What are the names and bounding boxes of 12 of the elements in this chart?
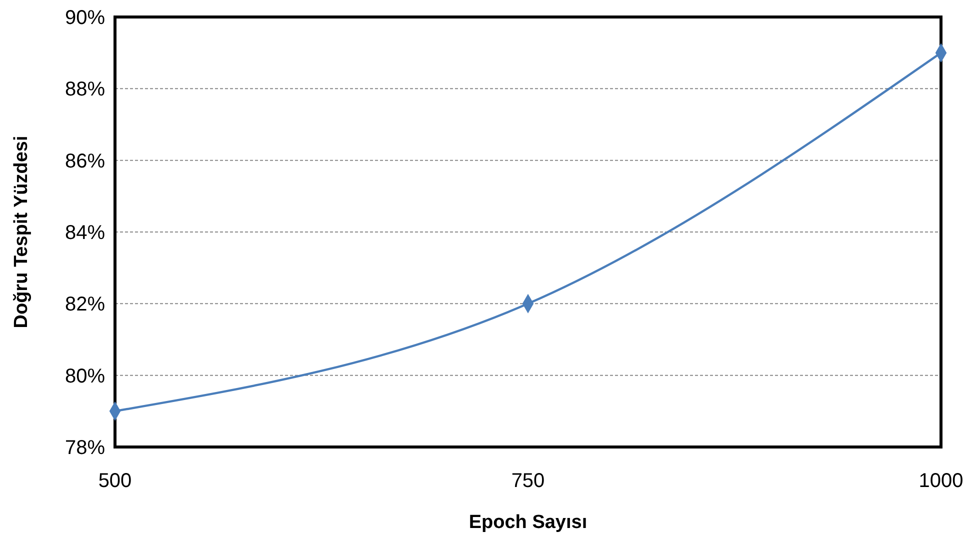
y-axis-title: Doğru Tespit Yüzdesi xyxy=(11,136,32,328)
y-tick-label: 90% xyxy=(64,7,106,29)
y-tick-label: 86% xyxy=(64,150,106,172)
x-tick-label: 500 xyxy=(98,470,132,492)
y-tick-label: 80% xyxy=(64,365,106,388)
y-tick-label: 82% xyxy=(64,294,106,316)
y-tick-label: 78% xyxy=(64,437,106,459)
x-tick-label: 1000 xyxy=(918,470,964,492)
x-axis-title: Epoch Sayısı xyxy=(468,512,588,533)
y-tick-label: 88% xyxy=(64,78,106,101)
x-tick-label: 750 xyxy=(511,470,545,492)
y-tick-label: 84% xyxy=(64,222,106,244)
